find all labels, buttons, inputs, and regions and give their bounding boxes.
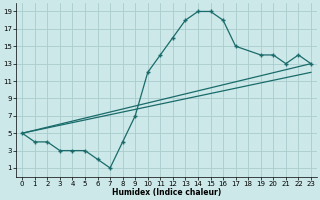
X-axis label: Humidex (Indice chaleur): Humidex (Indice chaleur) bbox=[112, 188, 221, 197]
